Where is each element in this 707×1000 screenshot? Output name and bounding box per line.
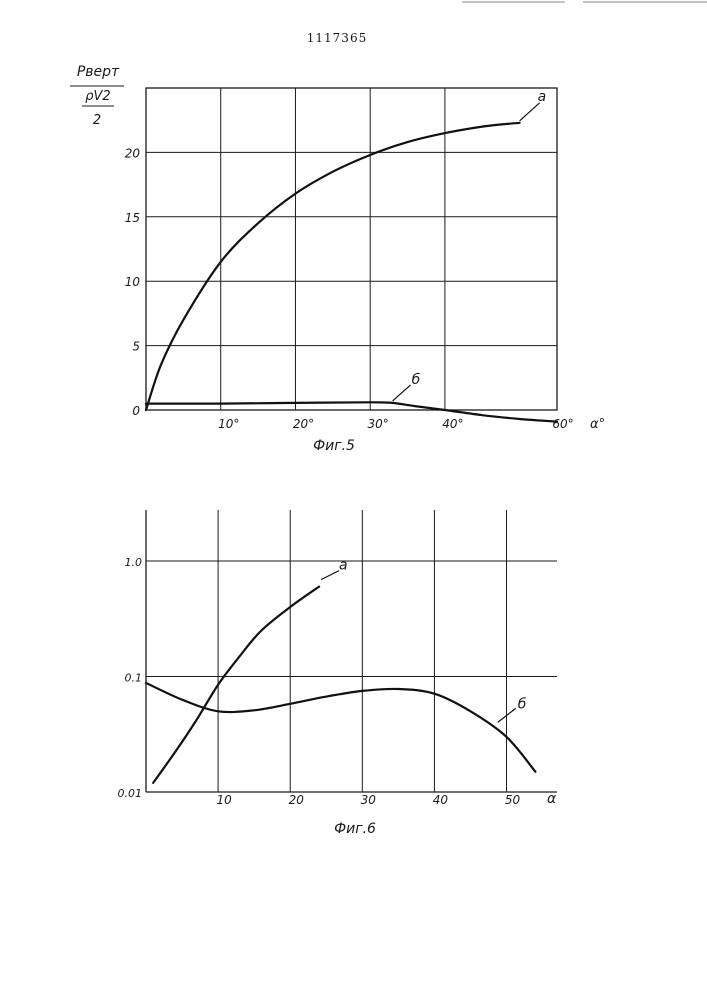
x-tick-label: 50 bbox=[505, 793, 521, 807]
figure-6-grid bbox=[146, 510, 557, 792]
x-tick-label: 60° bbox=[552, 417, 573, 431]
series-label-leader bbox=[321, 571, 339, 580]
figure-6-y-tick-labels: 0.01 0.1 1.0 bbox=[118, 556, 143, 800]
series-curve-b bbox=[146, 402, 557, 421]
figure-5-y-tick-labels: 0 5 10 15 20 bbox=[125, 146, 141, 418]
plot-frame bbox=[146, 88, 557, 410]
series-label: а bbox=[538, 89, 547, 105]
series-curve-a bbox=[146, 123, 520, 410]
series-curve-b bbox=[146, 683, 535, 772]
series-label-leader bbox=[393, 385, 411, 401]
series-label: а bbox=[339, 558, 348, 574]
figure-6-x-axis-label: α bbox=[547, 791, 557, 807]
figure-5-x-axis-label: α° bbox=[590, 417, 605, 432]
x-tick-label: 30° bbox=[368, 417, 389, 431]
figure-5-y-axis-label: Pверт ρV2 2 bbox=[70, 64, 124, 128]
figure-6-x-tick-labels: 10 20 30 40 50 bbox=[216, 793, 520, 807]
figure-6-chart: аб 1020304050 0.010.11.0 α Фиг.6 bbox=[118, 510, 558, 837]
x-tick-label: 10 bbox=[216, 793, 232, 807]
series-label: б bbox=[518, 696, 527, 712]
x-tick-label: 30 bbox=[361, 793, 377, 807]
y-tick-label: 15 bbox=[125, 211, 140, 225]
y-label-numerator: Pверт bbox=[77, 64, 120, 80]
x-tick-label: 20° bbox=[293, 417, 314, 431]
x-tick-label: 40° bbox=[442, 417, 463, 431]
x-tick-label: 10° bbox=[218, 417, 239, 431]
x-tick-label: 40 bbox=[433, 793, 449, 807]
y-tick-label: 10 bbox=[125, 275, 141, 289]
y-label-denominator-top: ρV2 bbox=[85, 89, 110, 104]
y-tick-label: 0.01 bbox=[118, 787, 143, 800]
x-tick-label: 20 bbox=[289, 793, 305, 807]
y-tick-label: 0 bbox=[132, 404, 140, 418]
patent-number: 1117365 bbox=[307, 31, 367, 45]
series-label: б bbox=[412, 372, 421, 388]
figure-5-series: аб bbox=[146, 89, 557, 422]
figure-6-caption: Фиг.6 bbox=[334, 821, 376, 837]
y-tick-label: 5 bbox=[132, 340, 140, 354]
y-label-denominator-bottom: 2 bbox=[93, 113, 101, 128]
figure-6-series: аб bbox=[146, 558, 535, 783]
y-tick-label: 20 bbox=[125, 146, 141, 160]
figure-5-grid bbox=[146, 88, 557, 410]
series-label-leader bbox=[520, 103, 540, 121]
figure-5-chart: аб 10°20°30°40°60° 05101520 Pверт ρV2 2 … bbox=[70, 64, 605, 454]
series-curve-a bbox=[153, 587, 319, 783]
y-tick-label: 1.0 bbox=[125, 556, 143, 569]
y-tick-label: 0.1 bbox=[125, 672, 143, 685]
figure-5-caption: Фиг.5 bbox=[313, 438, 355, 454]
